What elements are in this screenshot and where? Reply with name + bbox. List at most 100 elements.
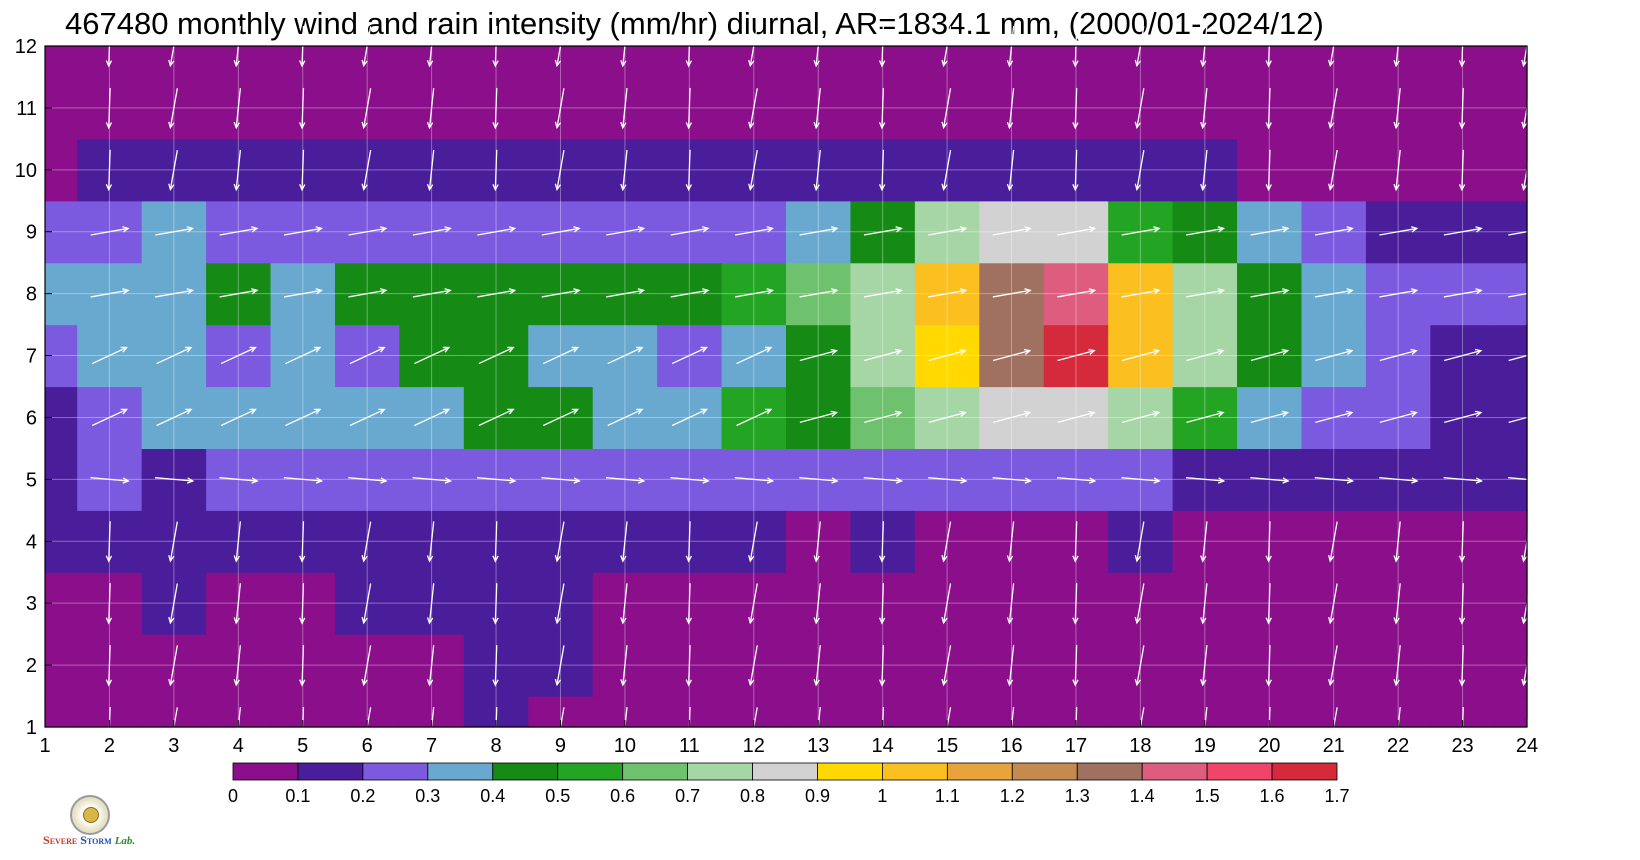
x-tick-label: 11 <box>679 735 700 757</box>
wind-arrow-head <box>1217 348 1225 356</box>
wind-arrow-head <box>1474 410 1483 417</box>
x-tick-label: 3 <box>168 735 179 757</box>
wind-arrow-head <box>1410 410 1418 417</box>
wind-arrow <box>414 346 450 365</box>
wind-arrow <box>1250 289 1289 298</box>
wind-arrow <box>90 289 129 298</box>
wind-arrow <box>863 289 902 298</box>
wind-arrow-head <box>700 346 708 353</box>
wind-arrow <box>734 227 773 236</box>
wind-arrow-head <box>1393 183 1400 192</box>
wind-arrow-head <box>1023 348 1032 356</box>
colorbar-label: 0.6 <box>610 786 635 806</box>
wind-arrow-head <box>1217 226 1226 233</box>
wind-arrow <box>928 411 966 423</box>
wind-arrow-head <box>1327 59 1335 68</box>
x-tick-label: 9 <box>555 735 566 757</box>
wind-arrow-head <box>554 555 562 563</box>
wind-arrow-head <box>1088 288 1097 295</box>
wind-arrow-head <box>185 346 193 353</box>
wind-arrow-head <box>941 183 948 191</box>
colorbar-label: 1.3 <box>1065 786 1090 806</box>
wind-arrow <box>108 87 111 128</box>
wind-arrow <box>622 583 628 624</box>
wind-arrow-head <box>361 59 368 68</box>
wind-arrow-head <box>895 477 904 484</box>
wind-arrow <box>477 477 516 482</box>
wind-arrow <box>815 521 821 562</box>
wind-arrow <box>1057 227 1095 236</box>
wind-arrow <box>1121 411 1159 423</box>
field-cell <box>721 46 787 78</box>
wind-arrow-head <box>1152 410 1161 417</box>
wind-arrow-head <box>1327 183 1335 191</box>
wind-arrow <box>1461 87 1464 128</box>
wind-arrow-head <box>702 226 710 233</box>
wind-arrow-head <box>1265 122 1272 130</box>
wind-arrow-head <box>492 741 499 749</box>
wind-arrow <box>363 583 372 623</box>
y-tick-label: 7 <box>26 346 37 368</box>
wind-arrow <box>749 521 758 562</box>
wind-arrow-head <box>105 60 113 68</box>
wind-arrow-head <box>1089 477 1097 484</box>
wind-arrow-head <box>830 288 839 295</box>
wind-arrow-head <box>1134 183 1141 191</box>
wind-arrow-head <box>1153 226 1161 233</box>
wind-arrow-head <box>1393 617 1400 625</box>
wind-arrow <box>606 227 644 236</box>
wind-arrow-head <box>378 346 386 353</box>
wind-arrow-head <box>1521 678 1528 687</box>
colorbar-label: 0.5 <box>545 786 570 806</box>
wind-arrow-head <box>361 183 368 191</box>
wind-arrow-head <box>1327 555 1335 563</box>
wind-arrow <box>155 289 193 298</box>
wind-arrow <box>1074 583 1078 624</box>
wind-arrow-head <box>813 183 820 192</box>
wind-arrow-head <box>122 288 130 295</box>
wind-arrow <box>1250 227 1289 236</box>
seal-icon <box>70 795 110 835</box>
wind-arrow-head <box>636 346 644 353</box>
wind-arrow-head <box>813 121 820 130</box>
wind-arrow-head <box>1475 226 1483 233</box>
wind-arrow-head <box>1072 555 1079 563</box>
wind-arrow-head <box>700 408 708 415</box>
wind-arrow <box>1186 350 1224 362</box>
field-cell <box>1494 386 1528 450</box>
wind-arrow-head <box>1072 741 1079 749</box>
wind-arrow <box>1250 350 1288 362</box>
y-tick-label: 1 <box>26 717 37 739</box>
wind-arrow <box>1202 645 1208 686</box>
wind-arrow <box>1202 149 1208 190</box>
colorbar-label: 0.1 <box>285 786 310 806</box>
field-cell <box>914 46 980 78</box>
wind-arrow <box>1121 227 1160 236</box>
plot-frame <box>44 45 1528 728</box>
y-tick-label: 10 <box>15 160 37 182</box>
wind-arrow-head <box>941 555 948 563</box>
wind-arrow-head <box>1072 617 1079 625</box>
wind-arrow <box>622 87 628 128</box>
wind-arrow-head <box>1327 616 1335 625</box>
wind-arrow-head <box>1282 477 1290 484</box>
wind-arrow <box>1329 88 1338 128</box>
field-cell <box>1494 76 1528 140</box>
y-tick-label: 11 <box>16 98 37 120</box>
wind-arrow <box>301 521 305 562</box>
wind-arrow-head <box>941 678 948 687</box>
wind-arrow <box>108 149 111 190</box>
wind-arrow <box>942 150 952 190</box>
wind-arrow-head <box>233 183 240 192</box>
wind-arrow <box>942 521 952 562</box>
wind-arrow-head <box>361 555 368 563</box>
colorbar-swatch <box>557 762 624 781</box>
x-axis: 1 2 3 4 5 6 7 8 9 10 11 12 13 14 15 16 17 18 19 20 21 22 23 24 <box>39 720 1538 757</box>
wind-arrow <box>428 87 435 128</box>
wind-arrow-head <box>444 226 452 233</box>
wind-arrow-head <box>878 617 886 625</box>
wind-arrow-head <box>1134 616 1141 625</box>
wind-arrow-head <box>1265 60 1272 68</box>
wind-arrow <box>749 583 758 623</box>
wind-arrow <box>993 411 1031 423</box>
